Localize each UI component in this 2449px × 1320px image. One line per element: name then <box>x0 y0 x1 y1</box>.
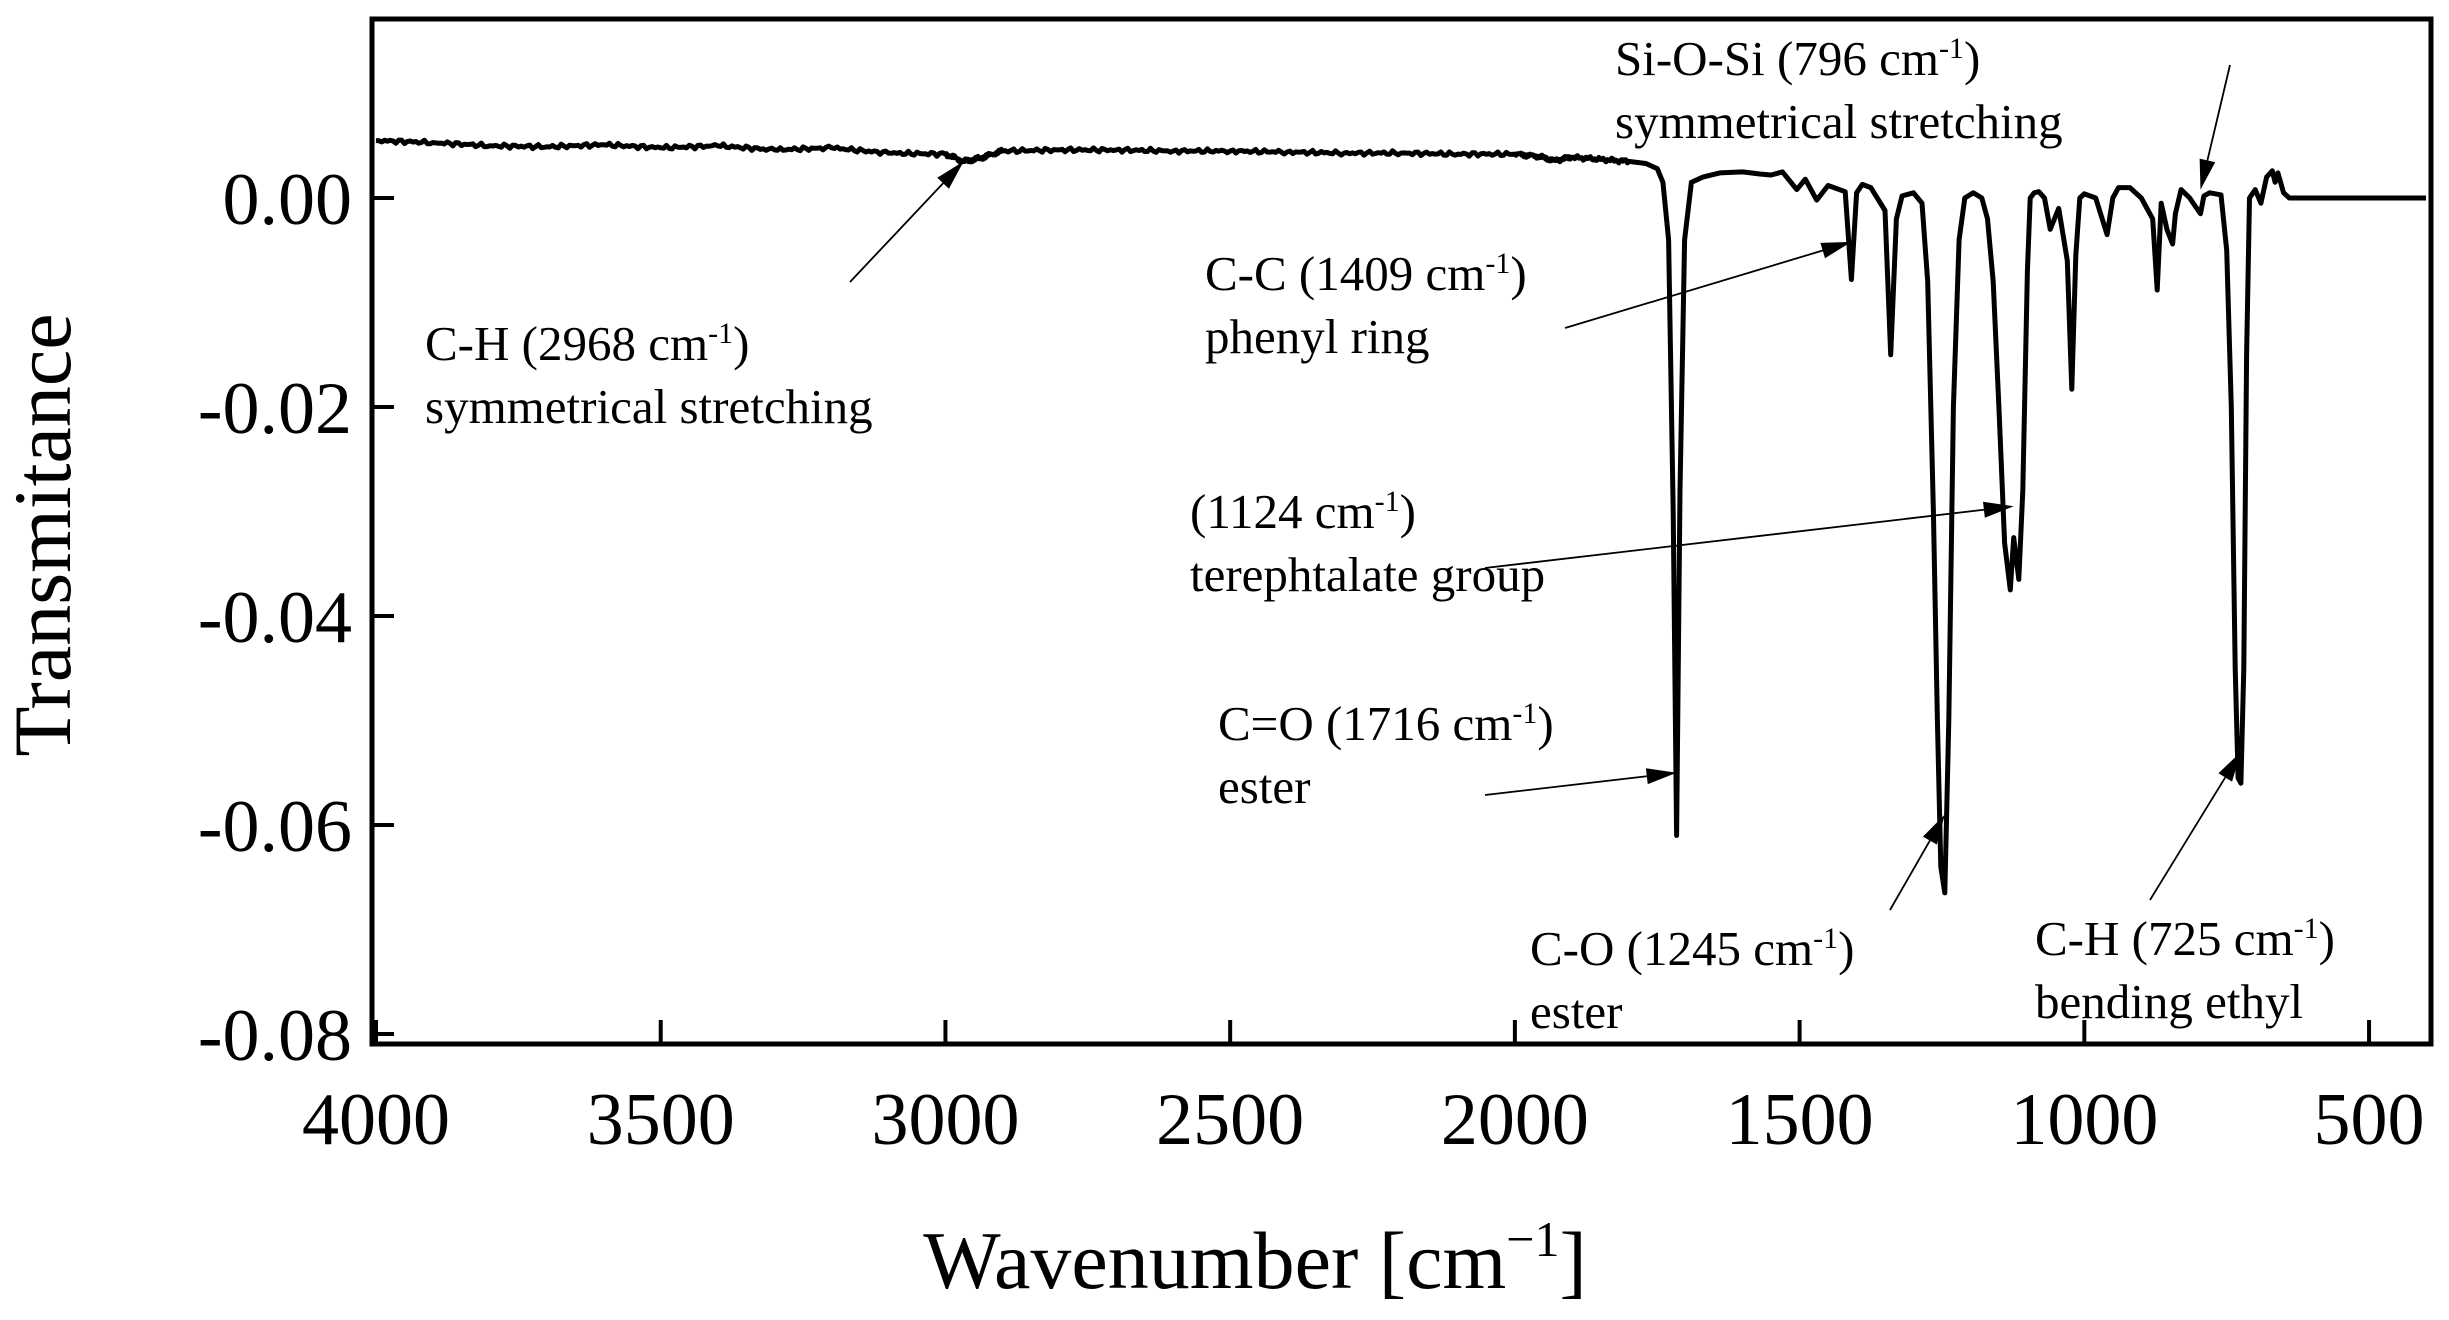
y-axis-title: Transmitance <box>0 313 88 756</box>
annotation-label: C=O (1716 cm-1) <box>1218 696 1554 751</box>
annotation-sublabel: ester <box>1530 984 1623 1039</box>
annotation-arrow-line <box>1889 840 1931 911</box>
axis-ticks <box>372 196 2372 1044</box>
annotation-arrowhead <box>1820 241 1852 259</box>
plot-frame <box>369 16 2434 1047</box>
peak-annotation: C-H (2968 cm-1) symmetrical stretching <box>425 161 964 434</box>
axis-tick-labels: 4000 3500 3000 2500 2000 1500 1000 500 0.00 -0.02… <box>198 159 2425 1161</box>
y-tick-label: -0.08 <box>198 995 352 1077</box>
peak-annotation: C-H (725 cm-1) bending ethyl <box>2035 751 2335 1029</box>
annotation-label: C-H (725 cm-1) <box>2035 911 2335 966</box>
x-tick-label: 1500 <box>1726 1079 1874 1161</box>
annotation-sublabel: ester <box>1218 759 1311 814</box>
y-tick-label: -0.04 <box>198 577 352 659</box>
x-tick-label: 1000 <box>2010 1079 2158 1161</box>
annotation-arrowhead <box>2218 751 2241 782</box>
peak-annotation: C-C (1409 cm-1) phenyl ring <box>1205 241 1852 364</box>
annotation-arrow-line <box>2149 776 2227 901</box>
annotation-label: Si-O-Si (796 cm-1) <box>1615 31 1980 86</box>
annotation-sublabel: bending ethyl <box>2035 974 2303 1029</box>
x-tick-label: 4000 <box>302 1079 450 1161</box>
x-tick-label: 3000 <box>871 1079 1019 1161</box>
x-tick-label: 2000 <box>1441 1079 1589 1161</box>
annotation-sublabel: symmetrical stretching <box>1615 94 2063 149</box>
x-axis-title: Wavenumber [cm−1] <box>923 1211 1587 1306</box>
y-tick-label: 0.00 <box>223 159 353 241</box>
annotation-arrow-line <box>1484 508 1985 569</box>
x-tick-label: 2500 <box>1156 1079 1304 1161</box>
annotation-arrow-line <box>1484 775 1647 796</box>
annotation-label: C-C (1409 cm-1) <box>1205 246 1527 301</box>
peak-annotation: (1124 cm-1) terephtalate group <box>1190 484 2014 602</box>
annotation-label: C-H (2968 cm-1) <box>425 316 749 371</box>
annotation-label: (1124 cm-1) <box>1190 484 1416 539</box>
peak-annotation: C-O (1245 cm-1) ester <box>1530 814 1945 1039</box>
x-tick-label: 3500 <box>587 1079 735 1161</box>
annotation-arrowhead <box>2199 158 2216 190</box>
spectrum-line <box>375 137 2426 896</box>
annotation-sublabel: phenyl ring <box>1205 309 1430 364</box>
peak-annotation: C=O (1716 cm-1) ester <box>1218 696 1677 814</box>
annotation-label: C-O (1245 cm-1) <box>1530 921 1854 976</box>
annotation-arrowhead <box>1982 501 2014 518</box>
annotation-arrow-line <box>849 182 944 283</box>
peak-annotation: Si-O-Si (796 cm-1) symmetrical stretching <box>1615 31 2231 190</box>
annotation-sublabel: symmetrical stretching <box>425 379 873 434</box>
y-tick-label: -0.02 <box>198 368 352 450</box>
annotation-arrowhead <box>937 161 964 189</box>
annotation-arrowhead <box>1922 814 1945 845</box>
annotation-sublabel: terephtalate group <box>1190 547 1545 602</box>
annotation-arrowhead <box>1645 768 1677 785</box>
annotation-arrow-line <box>2206 64 2231 161</box>
y-tick-label: -0.06 <box>198 786 352 868</box>
x-tick-label: 500 <box>2314 1079 2425 1161</box>
peak-annotations: C-H (2968 cm-1) symmetrical stretching C-C… <box>425 31 2335 1039</box>
annotation-arrow-line <box>1564 249 1823 329</box>
